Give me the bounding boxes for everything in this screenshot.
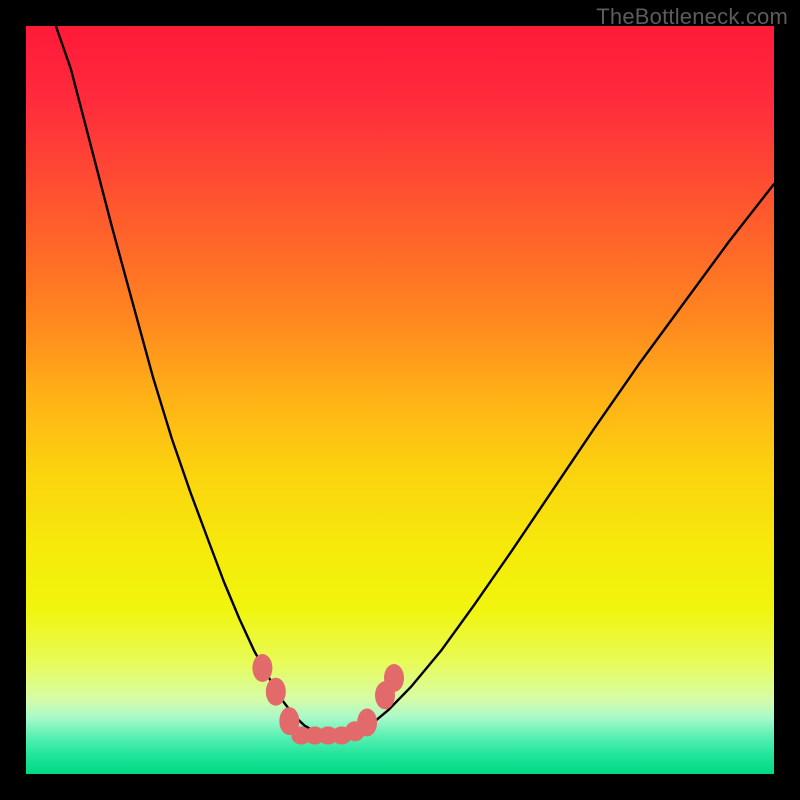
sweetspot-marker <box>252 654 272 682</box>
heat-gradient-panel <box>26 26 774 774</box>
sweetspot-marker <box>357 709 377 737</box>
bottleneck-curve-chart <box>0 0 800 800</box>
chart-stage: TheBottleneck.com <box>0 0 800 800</box>
watermark-text: TheBottleneck.com <box>596 4 788 30</box>
sweetspot-marker <box>384 664 404 692</box>
sweetspot-marker <box>266 678 286 706</box>
